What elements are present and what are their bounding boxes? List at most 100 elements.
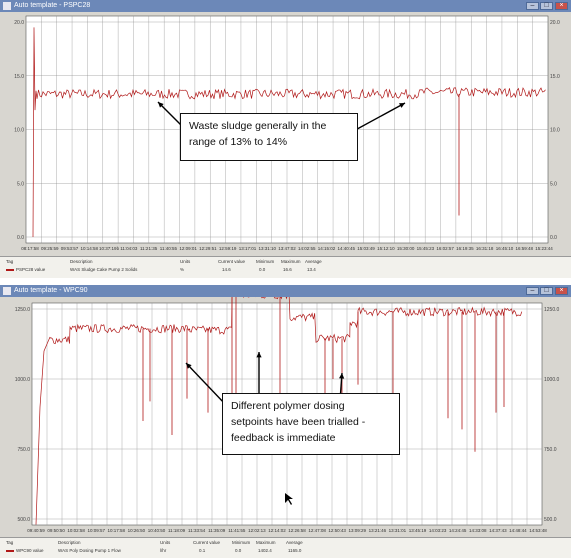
legend-header-description: Description — [70, 259, 93, 264]
x-tick-label: 12:29:51 — [199, 246, 217, 251]
top-trend-window: Auto template - PSPC28 – □ × 20.0 20.0 15.… — [0, 0, 571, 278]
y-tick-label-right: 15.0 — [550, 74, 560, 80]
y-tick-label-left: 1250.0 — [15, 307, 31, 313]
maximize-icon[interactable]: □ — [540, 2, 553, 10]
x-tick-label: 10:09:57 — [87, 528, 105, 533]
x-tick-label: 09:50:50 — [47, 528, 65, 533]
x-tick-label: 12:50:43 — [328, 528, 346, 533]
mouse-cursor-icon — [285, 493, 293, 505]
arrow-icon — [339, 373, 345, 379]
legend-header-minimum: Minimum — [256, 259, 275, 264]
legend-header-maximum: Maximum — [256, 540, 276, 545]
x-tick-label: 12:09:01 — [179, 246, 197, 251]
x-tick-label: 15:23:44 — [535, 246, 553, 251]
bottom-legend: Tag Description Units Current value Mini… — [0, 537, 571, 558]
x-tick-label: 16:45:10 — [496, 246, 514, 251]
x-tick-label: 14:15:02 — [318, 246, 336, 251]
minimize-icon[interactable]: – — [526, 2, 539, 10]
x-tick-label: 10:14:58 — [81, 246, 99, 251]
maximize-icon[interactable]: □ — [540, 287, 553, 295]
top-annotation-line: Waste sludge generally in the — [189, 120, 327, 132]
trend-line-pspc28 — [32, 27, 546, 238]
x-tick-label: 10:40:50 — [148, 528, 166, 533]
arrow-icon — [158, 102, 164, 108]
x-tick-label: 12:59:19 — [219, 246, 237, 251]
legend-header-tag: Tag — [6, 540, 14, 545]
bottom-annotation-box: Different polymer dosing setpoints have … — [222, 393, 400, 455]
top-annotation-box: Waste sludge generally in the range of 1… — [180, 113, 358, 161]
arrow-icon — [399, 103, 405, 108]
app-icon — [3, 287, 11, 295]
x-tick-label: 10:17:58 — [108, 528, 126, 533]
y-tick-label-left: 10.0 — [14, 128, 24, 134]
x-tick-label: 16:31:18 — [476, 246, 494, 251]
legend-maximum: 16.6 — [283, 267, 292, 272]
bottom-annotation-line: setpoints have been trialled - — [231, 416, 366, 428]
y-tick-label-right: 0.0 — [550, 235, 557, 241]
bottom-title-bar: Auto template - WPC90 – □ × — [0, 285, 571, 297]
x-tick-label: 10:37:19b — [99, 246, 120, 251]
x-tick-label: 11:35:09 — [208, 528, 226, 533]
x-tick-label: 15:30:00 — [397, 246, 415, 251]
x-tick-label: 10:26:50 — [128, 528, 146, 533]
bottom-annotation-line: Different polymer dosing — [231, 400, 345, 412]
trend-line-wpc90 — [35, 297, 523, 525]
x-tick-label: 14:33:08 — [469, 528, 487, 533]
x-tick-label: 13:45:19 — [409, 528, 427, 533]
top-legend: Tag Description Units Current value Mini… — [0, 256, 571, 278]
x-tick-label: 11:33:54 — [188, 528, 206, 533]
app-icon — [3, 2, 11, 10]
y-tick-label-right: 1000.0 — [544, 377, 560, 383]
legend-header-current: Current value — [218, 259, 246, 264]
x-tick-label: 14:37:43 — [489, 528, 507, 533]
x-tick-label: 16:02:57 — [436, 246, 454, 251]
arrow-icon — [185, 362, 227, 406]
close-icon[interactable]: × — [555, 287, 568, 295]
legend-swatch — [6, 269, 14, 271]
legend-tag: WPC90 value — [16, 548, 44, 553]
legend-header-units: Units — [180, 259, 191, 264]
legend-swatch — [6, 550, 14, 552]
legend-header-maximum: Maximum — [281, 259, 301, 264]
x-tick-label: 14:03:23 — [429, 528, 447, 533]
y-tick-label-right: 5.0 — [550, 181, 557, 187]
x-tick-label: 11:40:55 — [160, 246, 178, 251]
top-annotation-line: range of 13% to 14% — [189, 136, 288, 148]
close-icon[interactable]: × — [555, 2, 568, 10]
legend-minimum: 0.0 — [259, 267, 266, 272]
x-tick-label: 14:53:48 — [529, 528, 547, 533]
legend-header-description: Description — [58, 540, 81, 545]
x-tick-label: 16:59:48 — [515, 246, 533, 251]
x-tick-label: 09:25:59 — [41, 246, 59, 251]
x-tick-label: 11:41:55 — [228, 528, 246, 533]
x-tick-label: 14:48:44 — [509, 528, 527, 533]
legend-average: 1165.0 — [288, 548, 302, 553]
bottom-window-title: Auto template - WPC90 — [14, 287, 88, 294]
x-tick-label: 10:02:58 — [67, 528, 85, 533]
x-tick-label: 13:09:29 — [349, 528, 367, 533]
legend-average: 13.4 — [307, 267, 316, 272]
legend-units: l/hr — [160, 548, 167, 553]
legend-header-current: Current value — [193, 540, 221, 545]
legend-header-minimum: Minimum — [232, 540, 251, 545]
x-tick-label: 15:03:49 — [357, 246, 375, 251]
x-tick-label: 14:24:45 — [449, 528, 467, 533]
x-tick-label: 13:21:46 — [369, 528, 387, 533]
x-tick-label: 15:45:23 — [417, 246, 435, 251]
legend-minimum: 0.0 — [235, 548, 242, 553]
x-tick-label: 14:02:55 — [298, 246, 316, 251]
x-tick-label: 13:17:01 — [239, 246, 257, 251]
legend-current: 14.6 — [222, 267, 231, 272]
x-tick-label: 12:47:08 — [308, 528, 326, 533]
legend-header-average: Average — [305, 259, 322, 264]
legend-tag: PSPC28 value — [16, 267, 46, 272]
top-title-bar: Auto template - PSPC28 – □ × — [0, 0, 571, 12]
x-tick-label: 12:02:13 — [248, 528, 266, 533]
top-window-title: Auto template - PSPC28 — [14, 2, 91, 9]
x-tick-label: 13:47:02 — [278, 246, 296, 251]
legend-maximum: 1402.4 — [258, 548, 272, 553]
y-tick-label-left: 500.0 — [17, 517, 30, 523]
minimize-icon[interactable]: – — [526, 287, 539, 295]
y-tick-label-left: 750.0 — [17, 447, 30, 453]
y-tick-label-right: 20.0 — [550, 20, 560, 26]
